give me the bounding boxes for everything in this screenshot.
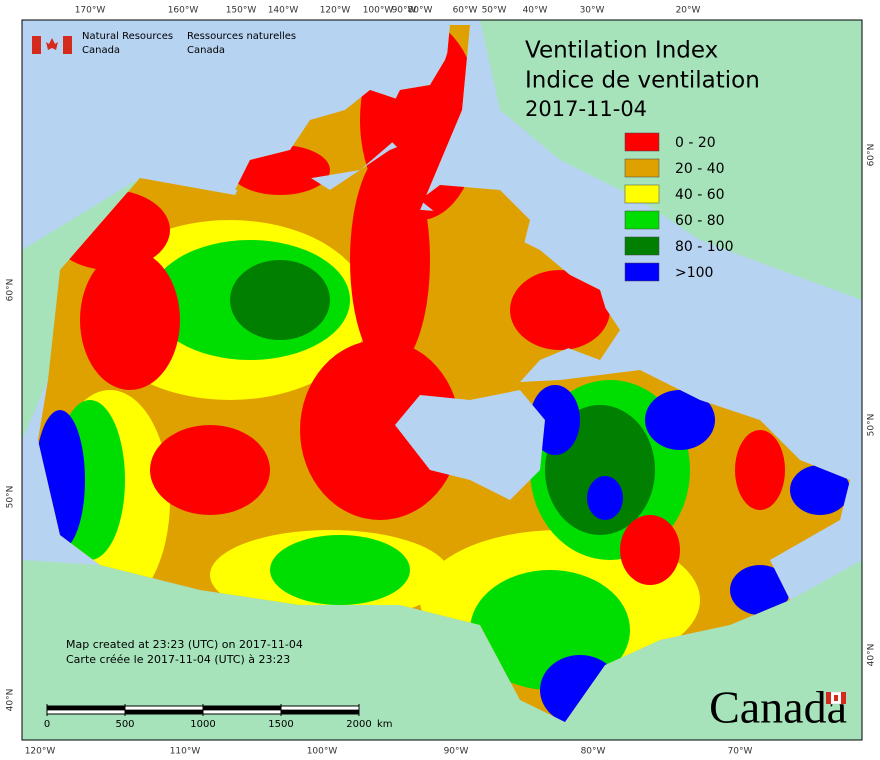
longitude-label: 70°W (728, 747, 753, 757)
org-name: Ressources naturelles (187, 31, 296, 42)
note: Carte créée le 2017-11-04 (UTC) à 23:23 (66, 653, 290, 666)
greenland (480, 20, 862, 300)
zone-80-100 (230, 260, 330, 340)
zone-100 (790, 465, 850, 515)
zone-100 (730, 565, 790, 615)
scale-label: 500 (115, 719, 134, 730)
united-states (22, 560, 862, 740)
zone-100 (587, 476, 623, 520)
latitude-label: 60°N (6, 279, 16, 302)
longitude-label: 140°W (268, 6, 299, 16)
scale-segment (203, 706, 281, 710)
wordmark-flag (826, 692, 831, 704)
zone-0-20 (620, 515, 680, 585)
scale-label: 2000 (346, 719, 371, 730)
scale-segment (281, 710, 359, 714)
scale-bar: 0 500 1000 1500 2000 km (44, 704, 393, 730)
title: Indice de ventilation (525, 68, 760, 94)
legend-swatch (624, 132, 660, 152)
legend-swatch (624, 184, 660, 204)
alaska (22, 178, 140, 440)
longitude-label: 120°W (25, 747, 56, 757)
nrcan-logo: Natural Resources Canada Ressources natu… (32, 31, 296, 56)
org-name: Natural Resources (82, 31, 173, 42)
legend-label: 60 - 80 (675, 213, 725, 229)
legend-swatch (624, 158, 660, 178)
legend-label: 20 - 40 (675, 161, 725, 177)
legend-label: 40 - 60 (675, 187, 725, 203)
longitude-label: 120°W (320, 6, 351, 16)
longitude-label: 100°W (363, 6, 394, 16)
flag-bar (32, 36, 41, 54)
org-name: Canada (187, 45, 225, 56)
scale-label: 0 (44, 719, 50, 730)
legend-label: 0 - 20 (675, 135, 716, 151)
longitude-label: 90°W (444, 747, 469, 757)
latitude-label: 40°N (6, 689, 16, 712)
legend-swatch (624, 210, 660, 230)
legend-swatch (624, 262, 660, 282)
longitude-label: 80°W (581, 747, 606, 757)
longitude-label: 40°W (523, 6, 548, 16)
latitude-label: 50°N (6, 486, 16, 509)
zone-0-20 (300, 340, 460, 520)
latitude-label: 50°N (867, 414, 877, 437)
longitude-label: 100°W (307, 747, 338, 757)
longitude-label: 30°W (580, 6, 605, 16)
latitude-label: 60°N (867, 144, 877, 167)
wordmark-flag (841, 692, 846, 704)
longitude-label: 160°W (168, 6, 199, 16)
scale-segment (125, 710, 203, 714)
longitude-label: 110°W (170, 747, 201, 757)
longitude-label: 150°W (226, 6, 257, 16)
title: Ventilation Index (525, 38, 718, 64)
zone-100 (645, 390, 715, 450)
map-frame (21, 19, 863, 741)
flag-bar (63, 36, 72, 54)
note: Map created at 23:23 (UTC) on 2017-11-04 (66, 638, 303, 651)
longitude-label: 170°W (75, 6, 106, 16)
legend-swatch (624, 236, 660, 256)
legend-label: 80 - 100 (675, 239, 734, 255)
longitude-label: 20°W (676, 6, 701, 16)
wordmark-flag (834, 695, 838, 701)
zone-0-20 (735, 430, 785, 510)
longitude-label: 50°W (482, 6, 507, 16)
zone-0-20 (510, 270, 610, 350)
zone-0-20 (80, 250, 180, 390)
scale-label: 1000 (190, 719, 215, 730)
latitude-label: 40°N (867, 644, 877, 667)
scale-unit: km (377, 719, 393, 730)
legend-label: >100 (675, 265, 713, 281)
longitude-label: 80°W (408, 6, 433, 16)
maple-leaf (46, 38, 58, 50)
longitude-label: 60°W (453, 6, 478, 16)
longitude-label: 90°W (392, 6, 417, 16)
scale-label: 1500 (268, 719, 293, 730)
hudson-bay (395, 390, 545, 500)
zone-60-80 (270, 535, 410, 605)
org-name: Canada (82, 45, 120, 56)
scale-segment (47, 706, 125, 710)
wordmark: Canada (709, 682, 847, 733)
date: 2017-11-04 (525, 97, 647, 121)
zone-0-20 (150, 425, 270, 515)
